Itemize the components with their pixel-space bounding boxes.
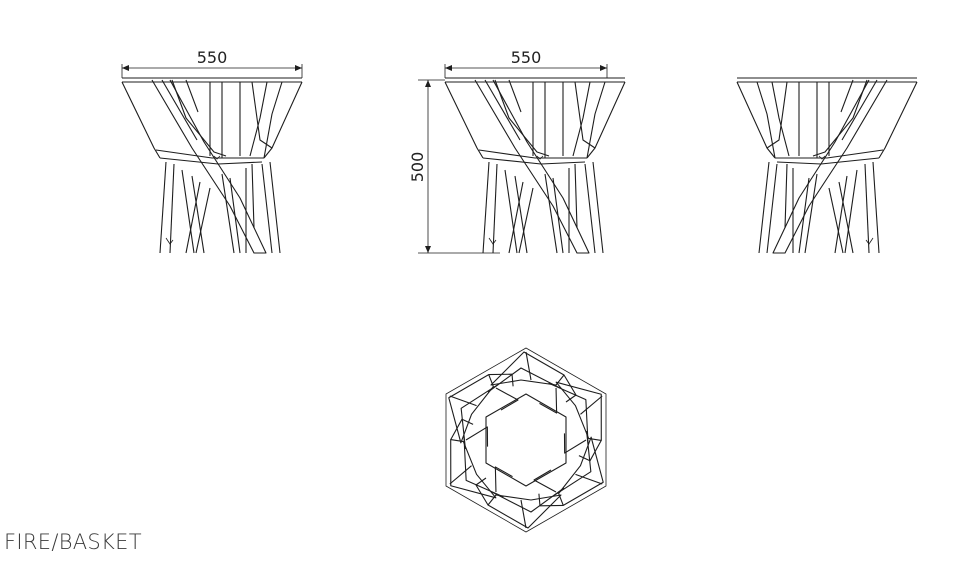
elevation-center — [444, 77, 626, 254]
elevation-right — [736, 77, 918, 254]
plan-top — [424, 347, 628, 533]
height-label: 500 — [408, 152, 427, 183]
drawing-caption: FIRE/BASKET — [4, 530, 142, 554]
elevation-left — [121, 77, 303, 254]
dimension-height: 500 — [408, 79, 500, 254]
width-label-center: 550 — [511, 48, 542, 67]
dimension-width-center: 550 — [444, 48, 608, 78]
dimension-width-left: 550 — [121, 48, 303, 78]
width-label-left: 550 — [197, 48, 228, 67]
